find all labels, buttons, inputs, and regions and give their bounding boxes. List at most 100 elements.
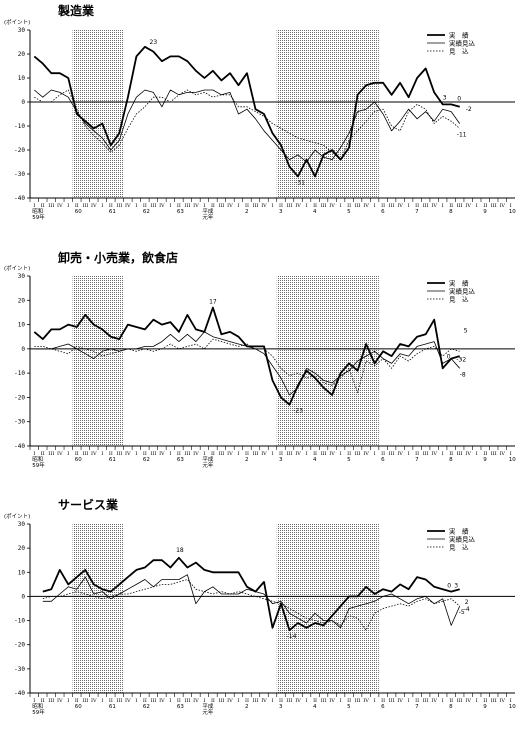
x-quarter-label: II: [415, 203, 419, 209]
x-quarter-label: IV: [91, 698, 97, 704]
x-quarter-label: IV: [125, 698, 131, 704]
x-quarter-label: I: [101, 698, 103, 704]
x-quarter-label: III: [218, 451, 224, 457]
x-quarter-label: I: [340, 451, 342, 457]
x-quarter-label: I: [374, 203, 376, 209]
x-quarter-label: II: [177, 451, 181, 457]
y-tick-label: -40: [14, 195, 25, 202]
x-quarter-label: I: [33, 451, 35, 457]
data-label: 5: [464, 328, 468, 335]
x-year-label: 7: [415, 209, 419, 215]
x-year-label: 60: [75, 209, 82, 215]
y-tick-label: 10: [18, 569, 26, 576]
x-year-label: 3: [279, 457, 283, 463]
x-year-label: 63: [177, 457, 184, 463]
y-tick-label: 10: [18, 75, 26, 82]
x-quarter-label: IV: [431, 698, 437, 704]
x-quarter-label: III: [184, 203, 190, 209]
legend-label-forecast-actual: 実績見込: [449, 287, 476, 296]
recession-shade: [276, 524, 379, 693]
data-label: 18: [176, 547, 184, 554]
y-axis-unit: (ポイント): [4, 513, 30, 520]
x-quarter-label: I: [237, 203, 239, 209]
legend-label-forecast: 見 込: [449, 295, 469, 304]
x-quarter-label: I: [67, 451, 69, 457]
x-quarter-label: III: [48, 698, 54, 704]
x-quarter-label: I: [203, 698, 205, 704]
x-quarter-label: II: [41, 698, 45, 704]
x-quarter-label: IV: [397, 451, 403, 457]
x-quarter-label: IV: [465, 451, 471, 457]
x-quarter-label: II: [449, 203, 453, 209]
x-quarter-label: I: [510, 203, 512, 209]
x-quarter-label: III: [48, 451, 54, 457]
series-line-forecast-actual: [34, 331, 461, 396]
data-label: -3: [456, 356, 462, 363]
x-year-label: 元年: [202, 708, 214, 716]
x-quarter-label: I: [306, 203, 308, 209]
x-quarter-label: I: [408, 203, 410, 209]
x-quarter-label: I: [272, 698, 274, 704]
x-quarter-label: III: [457, 203, 463, 209]
y-tick-label: -30: [14, 666, 25, 673]
x-year-label: 10: [509, 209, 516, 215]
x-year-label: 63: [177, 209, 184, 215]
x-quarter-label: III: [457, 698, 463, 704]
x-quarter-label: III: [491, 451, 497, 457]
y-axis-unit: (ポイント): [4, 265, 30, 272]
x-quarter-label: II: [177, 698, 181, 704]
x-quarter-label: I: [476, 698, 478, 704]
x-quarter-label: IV: [363, 451, 369, 457]
data-label: -4: [464, 606, 470, 613]
x-quarter-label: I: [442, 698, 444, 704]
x-year-label: 59年: [32, 708, 45, 716]
x-year-label: 59年: [32, 461, 45, 469]
x-quarter-label: IV: [397, 698, 403, 704]
x-quarter-label: IV: [329, 451, 335, 457]
y-tick-label: -40: [14, 690, 25, 697]
x-year-label: 昭和: [32, 455, 43, 463]
legend-label-forecast-actual: 実績見込: [449, 535, 476, 544]
x-year-label: 昭和: [32, 207, 43, 215]
x-quarter-label: III: [355, 203, 361, 209]
series-line-forecast-actual: [42, 574, 461, 629]
x-quarter-label: I: [408, 698, 410, 704]
series-line-forecast: [42, 579, 460, 631]
x-quarter-label: I: [374, 451, 376, 457]
x-quarter-label: III: [253, 698, 259, 704]
x-quarter-label: IV: [159, 451, 165, 457]
x-year-label: 60: [75, 457, 82, 463]
x-quarter-label: II: [483, 698, 487, 704]
y-tick-label: -30: [14, 419, 25, 426]
x-quarter-label: III: [184, 451, 190, 457]
y-tick-label: 30: [18, 27, 26, 34]
x-quarter-label: II: [211, 203, 215, 209]
x-quarter-label: IV: [91, 451, 97, 457]
x-year-label: 元年: [202, 461, 214, 469]
x-year-label: 6: [381, 209, 385, 215]
data-label: -2: [460, 356, 466, 363]
series-line-forecast-actual: [34, 89, 461, 163]
x-quarter-label: I: [203, 451, 205, 457]
x-quarter-label: I: [442, 203, 444, 209]
x-quarter-label: II: [415, 451, 419, 457]
x-quarter-label: III: [116, 451, 122, 457]
data-label: 23: [150, 39, 158, 46]
x-quarter-label: IV: [193, 451, 199, 457]
y-tick-label: 0: [21, 99, 25, 106]
data-label: -11: [457, 131, 467, 138]
x-year-label: 8: [449, 457, 453, 463]
x-year-label: 9: [483, 704, 487, 710]
chart-title: サービス業: [58, 497, 119, 512]
series-line-actual: [33, 45, 460, 178]
x-quarter-label: III: [116, 698, 122, 704]
x-quarter-label: I: [408, 451, 410, 457]
data-label: -5: [459, 609, 465, 616]
x-quarter-label: I: [476, 451, 478, 457]
x-quarter-label: I: [237, 698, 239, 704]
x-quarter-label: III: [321, 698, 327, 704]
x-quarter-label: I: [101, 203, 103, 209]
